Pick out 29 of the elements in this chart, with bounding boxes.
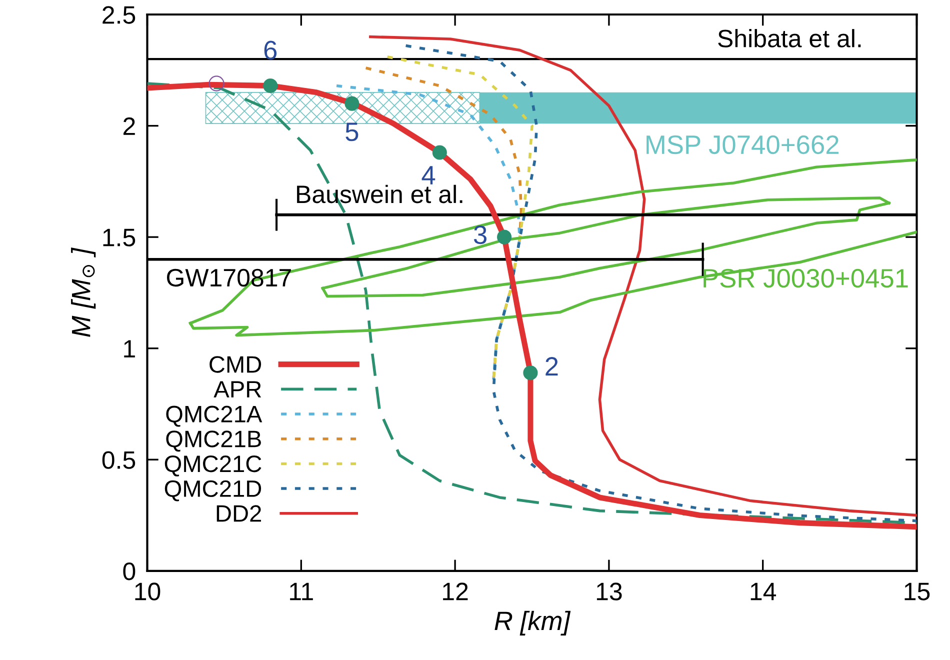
legend-label: CMD xyxy=(210,356,262,373)
y-tick-label: 1 xyxy=(124,340,135,358)
legend-label: DD2 xyxy=(216,505,261,522)
annotation: 2 xyxy=(546,357,558,376)
x-tick-label: 10 xyxy=(135,582,160,600)
legend-label: QMC21C xyxy=(164,455,262,476)
y-tick-label: 0.5 xyxy=(102,451,136,469)
y-axis-title: M [M$_{⊙}$ ] xyxy=(71,247,96,337)
annotation: 5 xyxy=(346,122,358,142)
x-tick-label: 12 xyxy=(443,582,468,600)
legend-label: MSP J0740+662 xyxy=(646,135,838,154)
legend-label: APR xyxy=(214,381,262,398)
legend-label: QMC21A xyxy=(166,406,262,427)
x-tick-label: 13 xyxy=(596,582,622,600)
legend-label: QMC21B xyxy=(166,430,261,452)
y-tick-label: 2.5 xyxy=(102,6,136,24)
x-tick-label: 15 xyxy=(904,582,930,600)
series-label: Bauswein et al. xyxy=(297,184,462,204)
y-tick-label: 0 xyxy=(123,562,136,580)
y-tick-label: 2 xyxy=(123,117,135,135)
annotation: 6 xyxy=(264,40,277,60)
annotation: 4 xyxy=(422,166,436,184)
legend-label: QMC21D xyxy=(164,480,262,502)
x-tick-label: 14 xyxy=(750,582,776,600)
x-axis-title: R [km] xyxy=(494,610,571,636)
annotation: 3 xyxy=(474,225,486,244)
y-tick-label: 1.5 xyxy=(103,228,136,246)
ref-line-label: Shibata et al. xyxy=(718,29,861,48)
x-tick-label: 11 xyxy=(290,582,313,600)
